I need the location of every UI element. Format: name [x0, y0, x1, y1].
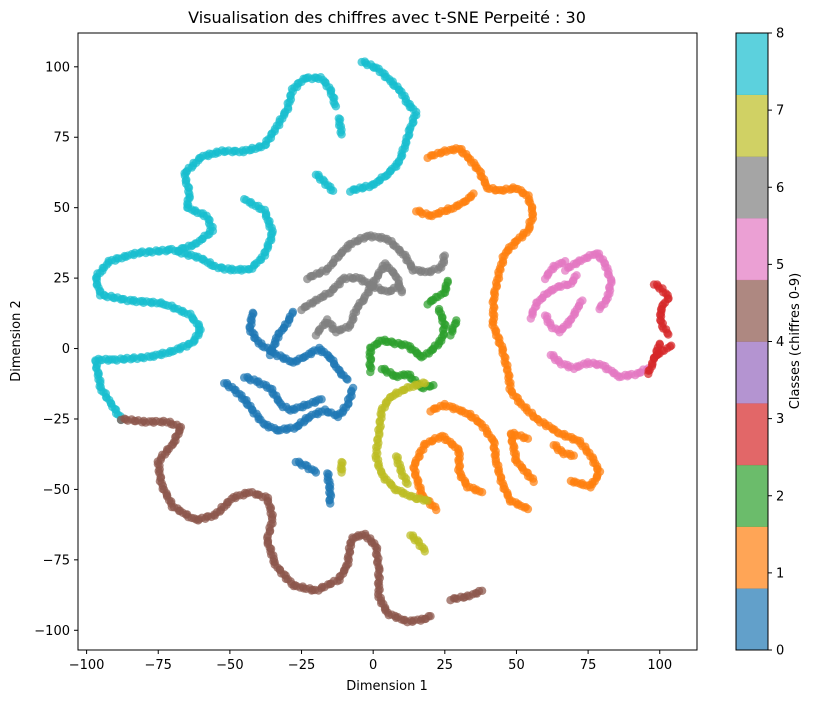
colorbar-swatch [736, 33, 768, 95]
scatter-point [477, 586, 487, 595]
colorbar-label: Classes (chiffres 0-9) [788, 273, 803, 409]
scatter-point [331, 102, 341, 111]
scatter-point [572, 271, 581, 280]
y-tick-label: 25 [53, 272, 70, 287]
series-class-0 [220, 307, 358, 508]
x-tick-label: 25 [437, 658, 454, 673]
scatter-point [595, 304, 604, 314]
scatter-point [423, 496, 432, 505]
colorbar-swatch [736, 526, 768, 589]
x-axis: −100 −75 −50 −25 0 25 50 75 100 [69, 650, 672, 673]
scatter-point [337, 468, 346, 477]
series-class-2 [365, 276, 461, 393]
scatter-point [452, 316, 461, 325]
scatter-point [429, 381, 438, 390]
x-tick-label: 50 [508, 658, 525, 673]
series-class-5 [116, 414, 487, 627]
scatter-point [348, 383, 358, 393]
y-tick-label: −100 [34, 624, 70, 639]
scatter-point [523, 504, 533, 514]
scatter-point [317, 395, 326, 404]
x-tick-label: 75 [580, 658, 597, 673]
y-tick-label: 0 [62, 342, 70, 357]
scatter-points [91, 57, 676, 627]
y-tick-label: 50 [53, 201, 70, 216]
colorbar-swatch [736, 403, 768, 466]
series-class-1 [409, 144, 605, 515]
chart-title: Visualisation des chiffres avec t-SNE Pe… [188, 8, 586, 27]
x-tick-label: −50 [216, 658, 243, 673]
colorbar-swatch [736, 94, 768, 157]
colorbar-swatch [736, 156, 768, 219]
y-tick-label: −25 [43, 412, 70, 427]
y-axis-label: Dimension 2 [9, 300, 24, 382]
colorbar-tick-label: 4 [776, 335, 784, 350]
x-tick-label: −25 [288, 658, 315, 673]
scatter-point [523, 434, 533, 443]
x-tick-label: −100 [69, 658, 105, 673]
colorbar-tick-label: 6 [776, 181, 784, 196]
plot-area-frame [77, 32, 698, 651]
scatter-point [664, 330, 673, 339]
colorbar-swatch [736, 464, 768, 527]
x-tick-label: −75 [145, 658, 172, 673]
colorbar-swatch [736, 279, 768, 342]
y-tick-label: −50 [43, 483, 70, 498]
colorbar-swatch [736, 218, 768, 281]
colorbar-tick-label: 8 [776, 27, 784, 42]
scatter-point [443, 276, 452, 286]
scatter-point [644, 369, 653, 379]
scatter-point [434, 304, 444, 314]
scatter-point [566, 476, 576, 486]
scatter-point [288, 307, 298, 317]
colorbar-tick-label: 0 [776, 644, 784, 659]
colorbar-swatch [736, 588, 768, 651]
scatter-point [240, 195, 249, 204]
scatter-point [561, 257, 570, 266]
x-tick-label: 0 [369, 658, 377, 673]
series-class-3 [644, 280, 676, 379]
colorbar-tick-label: 7 [776, 104, 784, 119]
scatter-point [569, 451, 578, 460]
scatter-point [440, 251, 449, 260]
series-class-7 [297, 231, 449, 340]
colorbar-tick-label: 1 [776, 566, 784, 581]
series-class-9 [91, 57, 421, 425]
scatter-point [469, 189, 478, 198]
colorbar-swatch [736, 341, 768, 404]
y-tick-label: 75 [53, 131, 70, 146]
series-class-8 [336, 378, 432, 556]
scatter-point [409, 104, 418, 114]
y-axis: −100 −75 −50 −25 0 25 50 75 100 [34, 60, 78, 639]
x-axis-label: Dimension 1 [346, 679, 428, 694]
colorbar-tick-label: 2 [776, 489, 784, 504]
y-tick-label: −75 [43, 553, 70, 568]
scatter-point [426, 612, 435, 621]
scatter-point [578, 296, 587, 305]
scatter-point [667, 341, 676, 350]
scatter-point [477, 488, 487, 497]
scatter-point [311, 468, 321, 477]
scatter-point [326, 499, 335, 508]
scatter-point [403, 479, 412, 488]
x-tick-label: 100 [647, 658, 672, 673]
colorbar-tick-label: 5 [776, 258, 784, 273]
series-class-6 [526, 249, 653, 382]
scatter-point [328, 186, 338, 195]
colorbar: 0 1 2 3 4 5 6 7 8 [735, 27, 784, 659]
scatter-point [397, 288, 406, 297]
scatter-point [337, 130, 346, 139]
y-tick-label: 100 [45, 60, 70, 75]
scatter-point [420, 547, 429, 556]
colorbar-tick-label: 3 [776, 412, 784, 427]
scatter-point [343, 375, 352, 384]
